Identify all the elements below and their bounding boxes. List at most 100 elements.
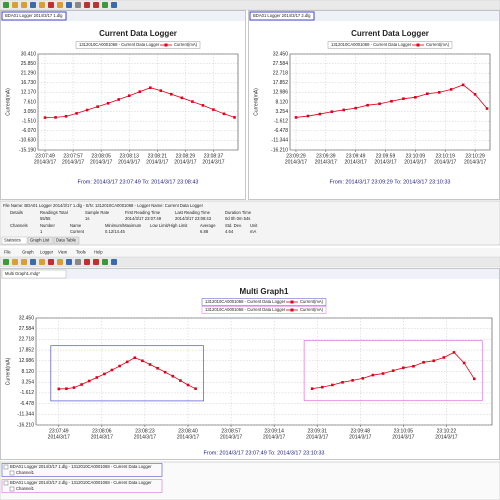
x-tick-label: 23:08:23 [135,428,155,434]
menu-item[interactable]: View [58,250,68,255]
tab[interactable] [1,269,67,279]
toolbar-button[interactable] [102,2,108,8]
toolbar-button[interactable] [30,2,36,8]
channel-name[interactable]: Channel1 [16,470,35,475]
panel-tab[interactable] [53,236,80,245]
toolbar-button[interactable] [3,2,9,8]
toolbar-button[interactable] [111,2,117,8]
checkbox[interactable] [9,470,15,476]
data-point [351,379,354,382]
toolbar-button[interactable] [21,259,27,265]
tab[interactable] [249,11,315,21]
toolbar-button[interactable] [84,259,90,265]
legend-marker [416,43,420,47]
checkbox[interactable] [3,480,9,486]
panel-tab[interactable] [1,236,28,245]
menu-item[interactable]: Graph [22,250,34,255]
y-tick-label: 8.120 [275,99,288,105]
data-point [106,101,110,105]
toolbar-button[interactable] [84,2,90,8]
checkbox[interactable] [3,464,9,470]
toolbar-button[interactable] [93,259,99,265]
channel-name[interactable]: Channel1 [16,486,35,491]
toolbar-button[interactable] [48,2,54,8]
data-point [65,387,68,390]
y-axis-label: Current(mA) [253,88,259,116]
toolbar-button[interactable] [39,259,45,265]
channels-value: mA [250,229,256,234]
channels-header: Average [200,223,216,228]
x-tick-date: 2014/3/17 [435,434,457,440]
file-name[interactable]: BDA01 Logger 2014/3/17 2.dlg - 1312010CA… [10,480,152,485]
tab-label[interactable]: Multi Graph1.mdg* [5,271,40,276]
panel-tab-label[interactable]: Data Table [56,238,77,243]
toolbar-button[interactable] [75,259,81,265]
menu-item[interactable]: Logger [40,250,54,255]
x-tick-date: 2014/3/17 [374,159,396,165]
toolbar-button[interactable] [3,259,9,265]
x-tick-label: 23:07:57 [63,153,83,159]
toolbar-button[interactable] [102,259,108,265]
data-point [426,92,429,96]
y-tick-label: -1.612 [274,119,288,125]
x-tick-date: 2014/3/17 [404,159,426,165]
data-point [148,86,152,90]
toolbar-button[interactable] [66,259,72,265]
data-point [402,366,405,370]
file-entry-box [1,463,163,477]
toolbar-button[interactable] [111,259,117,265]
toolbar-button[interactable] [75,2,81,8]
x-tick-date: 2014/3/17 [174,159,196,165]
y-tick-label: 22.718 [273,71,289,77]
y-tick-label: -11.344 [271,138,288,144]
tab[interactable] [1,11,67,21]
toolbar-button[interactable] [12,259,18,265]
panel-tab-label[interactable]: Graph List [30,238,50,243]
y-tick-label: -6.478 [20,401,34,407]
menu-item[interactable]: Tools [76,250,86,255]
details-header: Details [10,210,23,215]
legend-box [75,41,201,49]
data-point [87,379,91,383]
data-point [54,116,57,119]
data-point [414,96,417,99]
data-point [191,100,194,103]
tab-label[interactable]: BDA01 Logger 2014/3/17 2.dlg [253,13,311,18]
chart-title: Multi Graph1 [240,287,289,296]
details-header: Readings Total [40,210,68,215]
menu-item[interactable]: Help [94,250,103,255]
data-point [194,387,197,390]
tab-label[interactable]: BDA01 Logger 2014/3/17 1.dlg [5,13,63,18]
toolbar-button[interactable] [93,2,99,8]
legend-label: Current(mA) [174,42,198,47]
toolbar-button[interactable] [39,2,45,8]
tab-bar [1,11,245,21]
data-point [118,364,121,368]
toolbar-button[interactable] [12,2,18,8]
data-point [110,368,114,372]
toolbar-button[interactable] [57,2,63,8]
toolbar-button[interactable] [57,259,63,265]
menu-item[interactable]: File [4,250,11,255]
checkbox[interactable] [9,486,15,492]
x-tick-date: 2014/3/17 [146,159,168,165]
data-point [85,108,89,112]
file-name[interactable]: BDA01 Logger 2014/3/17 1.dlg - 1312010CA… [10,464,152,469]
x-tick-date: 2014/3/17 [263,434,285,440]
y-tick-label: 12.170 [21,90,37,96]
data-point [72,386,76,389]
x-tick-date: 2014/3/17 [220,434,242,440]
panel-tab[interactable] [27,236,54,245]
data-point [342,108,346,112]
toolbar-button[interactable] [30,259,36,265]
y-axis-label: Current(mA) [5,357,11,385]
toolbar-button[interactable] [66,2,72,8]
channels-value: Current [70,229,85,234]
toolbar-button[interactable] [21,2,27,8]
toolbar-button[interactable] [48,259,54,265]
info-file-line: File Name: BDA01 Logger 2014/3/17 1.dlg … [3,203,204,208]
panel-tab-label[interactable]: Statistics [4,238,21,243]
y-tick-label: 27.584 [19,326,35,332]
data-point [437,91,441,94]
footer: From: 2014/3/17 23:07:49 To: 2014/3/17 2… [78,179,199,185]
